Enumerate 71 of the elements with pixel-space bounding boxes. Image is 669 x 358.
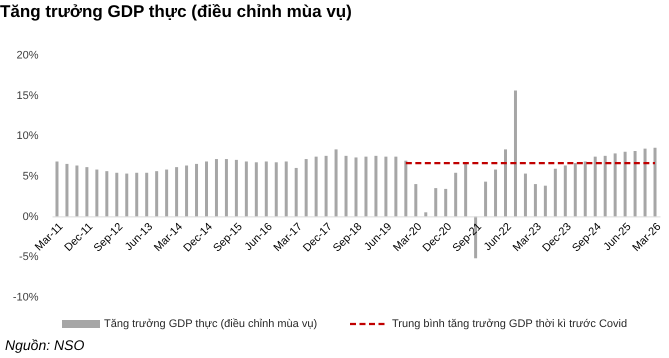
bar	[165, 170, 168, 216]
text: Nguồn: NSO	[5, 337, 84, 353]
bar	[634, 150, 637, 216]
bar	[244, 161, 248, 216]
bar	[65, 164, 68, 216]
bar	[135, 172, 138, 216]
y-tick-label: -5%	[18, 251, 39, 264]
y-tick-label: -10%	[12, 292, 39, 304]
bar	[155, 171, 158, 216]
bar	[544, 186, 547, 216]
bar	[574, 163, 577, 216]
bar	[494, 170, 498, 216]
bar	[434, 188, 438, 216]
bar	[554, 168, 557, 216]
bar	[564, 166, 567, 216]
legend-label: Trung bình tăng trưởng GDP thời kì trước Covid	[392, 318, 628, 330]
bar	[584, 161, 587, 216]
bar	[534, 184, 537, 216]
bar	[185, 166, 188, 216]
bar	[75, 166, 78, 216]
bar	[644, 148, 647, 216]
bar	[404, 160, 408, 216]
y-tick-label: 0%	[22, 210, 39, 223]
bar	[334, 149, 338, 216]
bar	[374, 156, 378, 216]
bar	[264, 161, 268, 216]
bar	[204, 161, 208, 216]
bar	[594, 156, 597, 216]
bar	[614, 153, 617, 216]
bar	[514, 90, 517, 216]
bar	[304, 159, 308, 216]
bar	[504, 149, 508, 216]
bar	[214, 159, 218, 216]
bar	[294, 168, 298, 216]
legend-label: Tăng trưởng GDP thực (điều chỉnh mùa vụ)	[104, 318, 318, 330]
bar	[454, 172, 458, 216]
y-tick-label: 20%	[16, 50, 39, 62]
bar	[175, 167, 178, 216]
bar	[274, 162, 278, 216]
bar	[115, 172, 118, 216]
bar	[324, 156, 328, 216]
bar	[354, 157, 358, 216]
bar	[314, 156, 318, 216]
bar	[145, 172, 148, 216]
bar	[654, 148, 657, 216]
y-tick-label: 5%	[22, 170, 39, 182]
bar	[414, 184, 418, 216]
chart-title: Tăng trưởng GDP thực (điều chỉnh mùa vụ)	[0, 2, 352, 21]
bar	[234, 160, 238, 216]
bar	[95, 170, 98, 216]
bar	[284, 161, 288, 216]
bar	[484, 182, 488, 216]
bar	[624, 152, 627, 216]
bar	[424, 212, 428, 216]
bar	[125, 174, 128, 216]
bar	[464, 164, 468, 216]
bar	[344, 156, 348, 216]
y-tick-label: 10%	[16, 130, 39, 142]
bar	[105, 171, 108, 216]
bar	[224, 159, 228, 216]
bar	[394, 156, 398, 216]
bar	[384, 156, 388, 216]
bar	[444, 188, 448, 216]
bar	[254, 162, 258, 216]
bar	[524, 174, 527, 216]
bar	[85, 167, 88, 216]
bar	[195, 164, 198, 216]
y-tick-label: 15%	[16, 90, 39, 102]
bar	[55, 161, 58, 216]
bar	[604, 156, 607, 216]
bar	[364, 156, 368, 216]
